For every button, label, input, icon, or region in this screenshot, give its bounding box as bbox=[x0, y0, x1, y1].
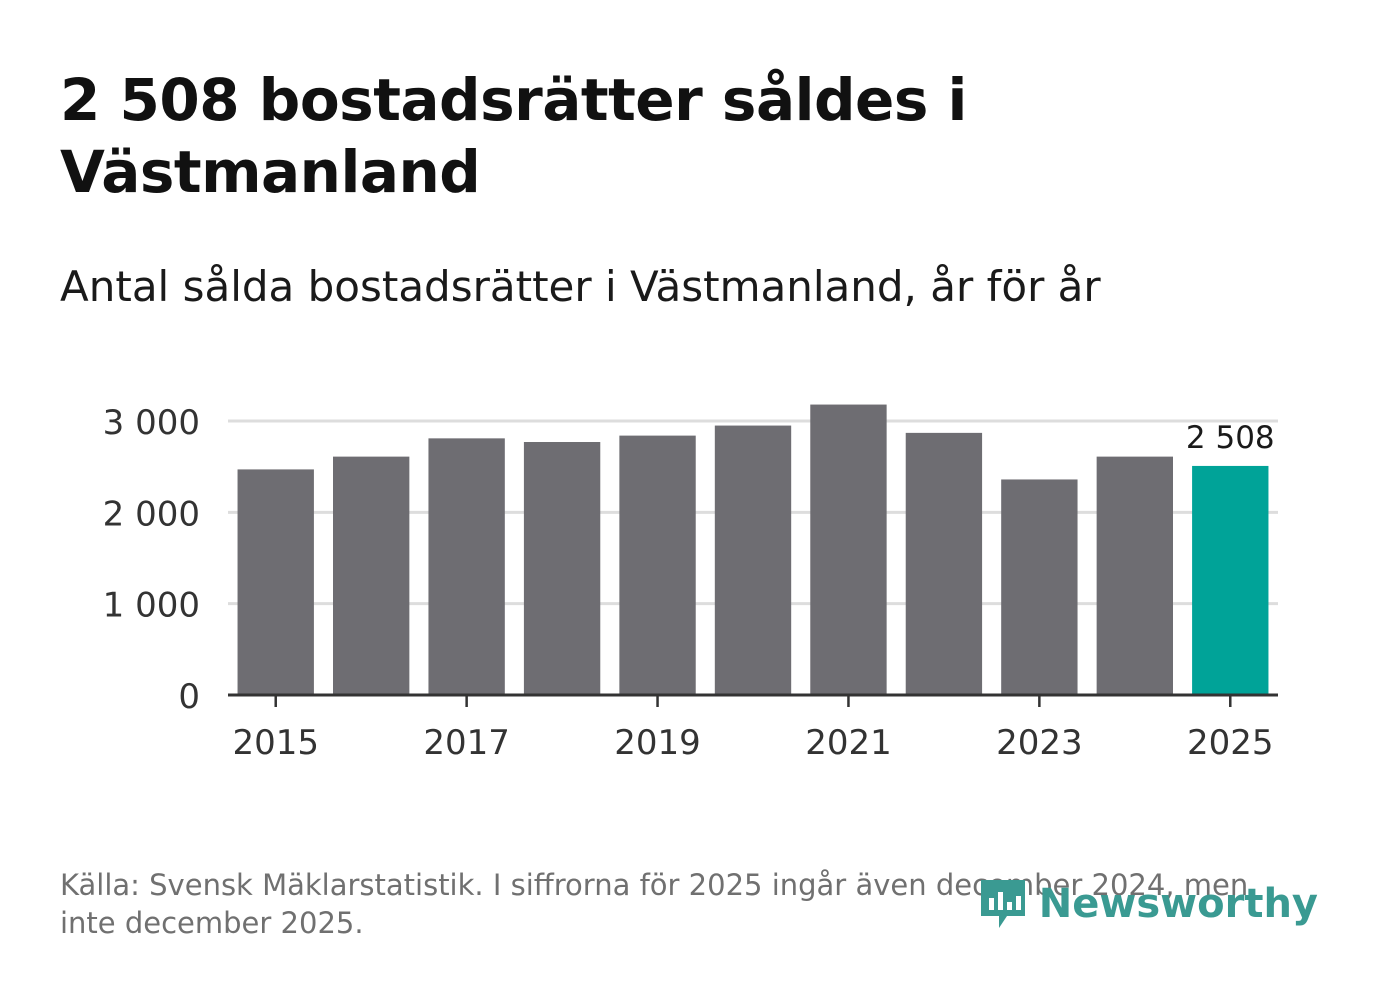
bar bbox=[1001, 479, 1078, 695]
bar bbox=[428, 438, 505, 695]
y-tick-label: 2 000 bbox=[103, 494, 200, 534]
bar bbox=[1096, 456, 1173, 695]
y-tick-label: 3 000 bbox=[103, 403, 200, 443]
chart-title: 2 508 bostadsrätter såldes i Västmanland bbox=[60, 66, 967, 206]
y-tick-label: 1 000 bbox=[103, 586, 200, 626]
bar bbox=[619, 435, 696, 695]
x-tick-label: 2017 bbox=[423, 723, 510, 763]
bar bbox=[714, 425, 792, 695]
bar bbox=[810, 404, 887, 695]
brand-logo: Newsworthy bbox=[977, 876, 1318, 932]
bar bbox=[905, 432, 983, 695]
data-label: 2 508 bbox=[1186, 420, 1275, 456]
chart-subtitle: Antal sålda bostadsrätter i Västmanland,… bbox=[60, 262, 1101, 311]
bar-chart: 0 1 000 2 000 3 000 2 508 2015 2017 2019 2021 202… bbox=[103, 403, 1278, 763]
x-tick-label: 2023 bbox=[996, 723, 1083, 763]
bar bbox=[237, 469, 314, 695]
bar-highlight bbox=[1192, 465, 1269, 695]
x-tick-label: 2015 bbox=[232, 723, 319, 763]
bar bbox=[333, 456, 410, 695]
newsworthy-logo-icon bbox=[980, 880, 1025, 928]
x-tick-label: 2021 bbox=[805, 723, 892, 763]
x-tick-label: 2025 bbox=[1187, 723, 1274, 763]
y-tick-label: 0 bbox=[178, 677, 200, 717]
bar bbox=[523, 442, 601, 695]
brand-name: Newsworthy bbox=[1038, 881, 1318, 927]
x-tick-label: 2019 bbox=[614, 723, 701, 763]
source-note: Källa: Svensk Mäklarstatistik. I siffror… bbox=[60, 868, 1249, 940]
